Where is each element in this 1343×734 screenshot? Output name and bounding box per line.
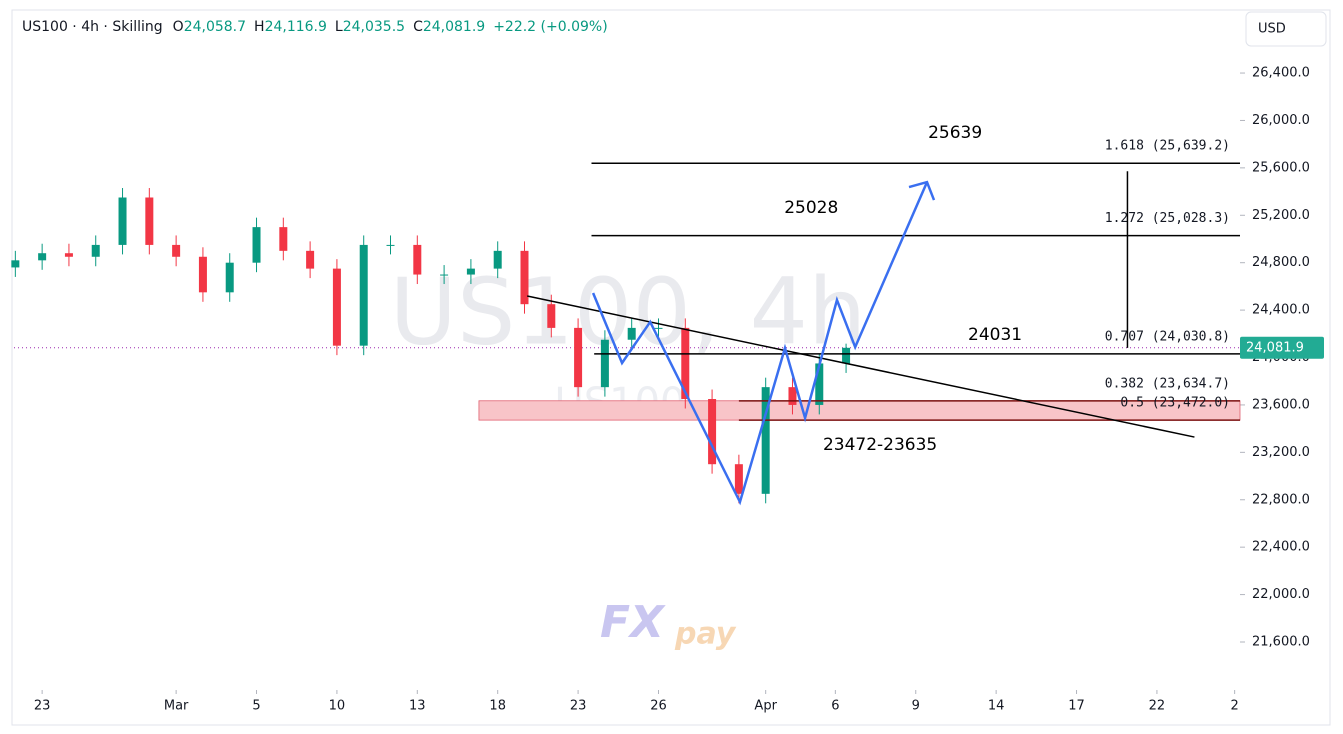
candle-body [761, 387, 770, 494]
y-tick-label: 21,600.0 [1252, 634, 1310, 649]
x-tick-label: 2 [1230, 699, 1238, 714]
y-tick-label: 26,000.0 [1252, 113, 1310, 128]
candle-body [172, 244, 181, 257]
candle-body [118, 197, 127, 245]
watermark: US100, 4h [390, 258, 867, 365]
currency[interactable]: USD [1258, 22, 1286, 37]
x-tick-label: 13 [409, 699, 426, 714]
x-tick-label: 22 [1149, 699, 1166, 714]
candle-body [520, 250, 529, 305]
candle-body [493, 250, 502, 269]
candle-body [38, 253, 47, 261]
candle-body [252, 227, 261, 263]
candle-body [574, 327, 583, 388]
x-tick-label: 10 [329, 699, 346, 714]
fib-label: 0.5 (23,472.0) [1120, 396, 1230, 411]
y-tick-label: 25,200.0 [1252, 208, 1310, 223]
arrow-head [908, 180, 936, 201]
y-tick-label: 22,800.0 [1252, 492, 1310, 507]
x-tick-label: 23 [34, 699, 51, 714]
frame [11, 9, 1331, 726]
fib-label: 1.618 (25,639.2) [1105, 139, 1230, 154]
x-tick-label: 17 [1068, 699, 1085, 714]
ohlc-value: 24,058.7 [184, 19, 246, 35]
ohlc-key: C [413, 19, 423, 35]
last-price-label: 24,081.9 [1246, 340, 1304, 355]
candle-body [600, 339, 609, 388]
x-tick-label: Mar [164, 699, 189, 714]
candle-body [332, 268, 341, 346]
candle-body [440, 274, 449, 276]
candle-body [547, 304, 556, 328]
y-tick-label: 22,000.0 [1252, 587, 1310, 602]
logo-a: FX [600, 597, 666, 648]
logo-b: pay [674, 617, 737, 652]
ohlc-value: 24,081.9 [423, 19, 485, 35]
candle-body [466, 268, 475, 275]
candle-body [708, 399, 717, 465]
plot: 21,600.0 22,000.0 22,400.0 22,800.0 23,200.0… [11, 66, 1324, 714]
x-tick-label: 26 [650, 699, 667, 714]
annotation: 24031 [968, 325, 1022, 345]
y-tick-label: 22,400.0 [1252, 540, 1310, 555]
x-tick-label: 14 [988, 699, 1005, 714]
candle-body [225, 262, 234, 293]
y-tick-label: 25,600.0 [1252, 160, 1310, 175]
y-tick-label: 24,400.0 [1252, 303, 1310, 318]
candle-body [413, 244, 422, 275]
y-tick-label: 26,400.0 [1252, 66, 1310, 81]
x-tick-label: Apr [754, 699, 777, 714]
candle-body [279, 227, 288, 251]
candle-body [681, 327, 690, 400]
fib-label: 0.707 (24,030.8) [1105, 329, 1230, 344]
candle-body [359, 244, 368, 346]
ohlc-key: L [335, 19, 343, 35]
currency-button[interactable] [1245, 11, 1327, 47]
y-tick-label: 23,200.0 [1252, 445, 1310, 460]
annotation: 25028 [784, 198, 838, 218]
ohlc-key: H [254, 19, 265, 35]
y-tick-label: 24,800.0 [1252, 255, 1310, 270]
fib-label: 0.382 (23,634.7) [1105, 376, 1230, 391]
last-price-tag [1240, 336, 1324, 359]
x-tick-label: 6 [831, 699, 839, 714]
logo: FX pay [600, 597, 737, 652]
candle-body [842, 347, 851, 364]
ohlc-key: O [173, 19, 184, 35]
annotation: 25639 [928, 123, 982, 143]
ohlc-value: 24,116.9 [265, 19, 327, 35]
candle-body [815, 363, 824, 405]
candle-body [64, 253, 73, 257]
x-tick-label: 18 [489, 699, 506, 714]
projection [591, 181, 929, 506]
x-tick-label: 23 [570, 699, 587, 714]
candle-body [91, 244, 100, 257]
fib-label: 1.272 (25,028.3) [1105, 211, 1230, 226]
header: US100 · 4h · Skilling O 24,058.7 H 24,116.9… [22, 19, 608, 35]
candle-body [654, 327, 663, 329]
change: +22.2 (+0.09%) [493, 19, 607, 35]
candle-body [386, 244, 395, 246]
y-tick-label: 23,600.0 [1252, 397, 1310, 412]
annotation: 23472-23635 [823, 435, 937, 455]
candle-body [788, 387, 797, 405]
candle-body [306, 250, 315, 269]
candle-body [11, 260, 20, 268]
trendline [527, 295, 1195, 438]
candle-body [734, 464, 743, 494]
symbol: US100 · 4h · Skilling [22, 19, 163, 35]
candle-body [145, 197, 154, 245]
ohlc-value: 24,035.5 [343, 19, 405, 35]
candle-body [198, 256, 207, 293]
candle-body [627, 327, 636, 340]
x-tick-label: 5 [252, 699, 260, 714]
x-tick-label: 9 [912, 699, 920, 714]
